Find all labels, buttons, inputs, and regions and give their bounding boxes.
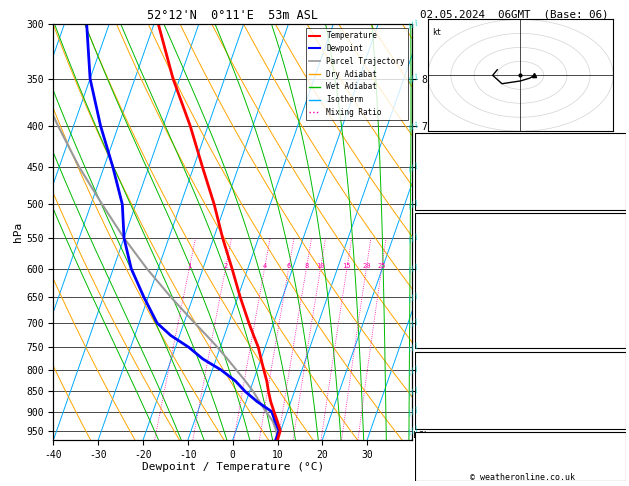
Text: 20: 20 (362, 262, 370, 269)
Text: Lifted Index: Lifted Index (420, 285, 494, 295)
Text: ///: /// (407, 263, 421, 275)
Text: K: K (420, 147, 426, 157)
Text: 76: 76 (609, 448, 621, 458)
Text: ///: /// (407, 232, 421, 244)
Text: Most Unstable: Most Unstable (480, 357, 561, 367)
Text: ///: /// (407, 406, 421, 417)
Text: StmDir: StmDir (420, 464, 457, 473)
Text: 9.6: 9.6 (603, 248, 621, 258)
Text: ///: /// (407, 291, 421, 303)
Text: Surface: Surface (499, 219, 542, 229)
Text: CIN (J): CIN (J) (420, 413, 463, 423)
Text: Lifted Index: Lifted Index (420, 390, 494, 400)
Text: Temp (°C): Temp (°C) (420, 229, 476, 239)
Text: 9: 9 (615, 285, 621, 295)
Text: θₑ (K): θₑ (K) (420, 379, 457, 389)
Text: kt: kt (432, 28, 442, 37)
Text: ///: /// (407, 199, 421, 210)
Text: ///: /// (407, 120, 421, 132)
Text: StmSpd (kt): StmSpd (kt) (420, 471, 488, 481)
Text: 15: 15 (343, 262, 351, 269)
Text: 10: 10 (316, 262, 325, 269)
FancyBboxPatch shape (415, 432, 626, 481)
Text: ///: /// (407, 73, 421, 85)
Text: 1: 1 (615, 390, 621, 400)
Text: 304: 304 (603, 266, 621, 277)
Text: 9.9: 9.9 (603, 229, 621, 239)
Text: θₑ(K): θₑ(K) (420, 266, 450, 277)
Text: 17: 17 (609, 471, 621, 481)
Text: © weatheronline.co.uk: © weatheronline.co.uk (470, 473, 574, 482)
Text: 02.05.2024  06GMT  (Base: 06): 02.05.2024 06GMT (Base: 06) (420, 10, 609, 20)
Text: SREH: SREH (420, 456, 444, 466)
X-axis label: Dewpoint / Temperature (°C): Dewpoint / Temperature (°C) (142, 462, 324, 472)
Text: ///: /// (407, 161, 421, 173)
Text: CAPE (J): CAPE (J) (420, 402, 469, 412)
Y-axis label: km
ASL: km ASL (447, 232, 464, 254)
Text: 45: 45 (609, 413, 621, 423)
Text: 48: 48 (609, 172, 621, 181)
FancyBboxPatch shape (415, 133, 626, 210)
Text: ///: /// (407, 364, 421, 376)
Text: ///: /// (407, 342, 421, 353)
Text: 6: 6 (286, 262, 291, 269)
FancyBboxPatch shape (415, 213, 626, 348)
Text: Hodograph: Hodograph (493, 437, 548, 448)
Text: 122°: 122° (597, 464, 621, 473)
Text: EH: EH (420, 448, 432, 458)
Text: Pressure (mb): Pressure (mb) (420, 367, 501, 378)
Legend: Temperature, Dewpoint, Parcel Trajectory, Dry Adiabat, Wet Adiabat, Isotherm, Mi: Temperature, Dewpoint, Parcel Trajectory… (306, 28, 408, 120)
Y-axis label: hPa: hPa (13, 222, 23, 242)
FancyBboxPatch shape (415, 352, 626, 429)
Text: 25: 25 (377, 262, 386, 269)
Text: CAPE (J): CAPE (J) (420, 303, 469, 313)
Text: ///: /// (407, 317, 421, 329)
Text: 111: 111 (603, 456, 621, 466)
Text: ///: /// (407, 18, 421, 30)
Text: 2: 2 (223, 262, 228, 269)
Text: 0: 0 (615, 322, 621, 332)
Text: ///: /// (407, 425, 421, 436)
Text: 1: 1 (187, 262, 191, 269)
Text: Dewp (°C): Dewp (°C) (420, 248, 476, 258)
Text: LCL: LCL (413, 431, 429, 440)
Title: 52°12'N  0°11'E  53m ASL: 52°12'N 0°11'E 53m ASL (147, 9, 318, 22)
Text: 2.45: 2.45 (597, 195, 621, 206)
Text: 317: 317 (603, 379, 621, 389)
Text: Mixing Ratio (g/kg): Mixing Ratio (g/kg) (431, 234, 441, 330)
Text: 28: 28 (609, 147, 621, 157)
Text: 0: 0 (615, 303, 621, 313)
Text: 4: 4 (262, 262, 267, 269)
Text: 8: 8 (304, 262, 308, 269)
Text: PW (cm): PW (cm) (420, 195, 463, 206)
Text: ///: /// (407, 386, 421, 397)
Text: 39: 39 (609, 402, 621, 412)
Text: Totals Totals: Totals Totals (420, 172, 501, 181)
Text: 900: 900 (603, 367, 621, 378)
Text: CIN (J): CIN (J) (420, 322, 463, 332)
